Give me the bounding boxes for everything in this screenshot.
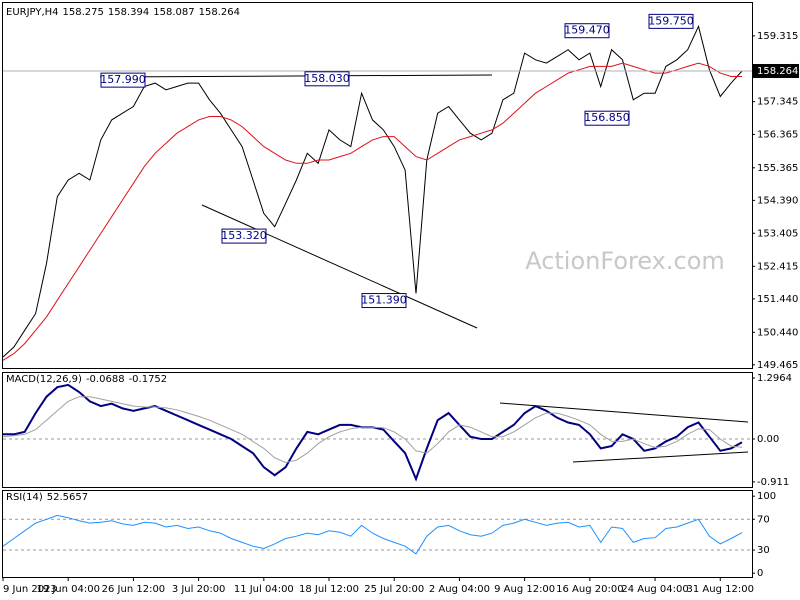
y-tick-label: 154.390 [757,195,798,206]
annotation-label: 158.030 [304,72,350,85]
annotation-label: 159.750 [648,14,694,27]
x-tick-label: 18 Jul 12:00 [299,584,359,595]
y-tick-label: 100 [757,491,776,502]
x-tick-label: 25 Jul 20:00 [364,584,424,595]
y-tick-label: 155.365 [757,163,798,174]
annotation-box [100,72,146,88]
x-tick-label: 26 Jun 12:00 [102,584,166,595]
x-tick-label: 19 Jun 04:00 [36,584,100,595]
x-tick-label: 2 Aug 04:00 [429,584,490,595]
y-tick-label: 0.00 [757,434,779,445]
y-tick-label: 0 [757,568,763,579]
annotation-box [304,71,350,87]
x-tick-label: 9 Aug 12:00 [494,584,555,595]
readout: 158.087 [153,7,194,18]
price-panel [2,2,753,369]
annotation-label: 156.850 [584,111,630,124]
readout: -0.0688 [86,374,125,385]
annotation-label: 159.470 [564,24,610,37]
series-line [2,396,743,464]
annotation-box [221,228,267,244]
readout: -0.1752 [129,374,168,385]
watermark: ActionForex.com [525,247,725,275]
trend-line [499,402,749,423]
y-tick-label: 149.465 [757,360,798,371]
title: RSI(14) [6,492,43,503]
x-tick-label: 24 Aug 04:00 [621,584,688,595]
y-tick-label: 150.440 [757,327,798,338]
y-tick-label: 156.365 [757,129,798,140]
y-tick-label: 70 [757,514,770,525]
y-tick-label: 1.2964 [757,373,792,384]
readout: 158.275 [63,7,104,18]
series-line [2,514,743,555]
panel-title: EURJPY,H4 158.275 158.394 158.087 158.264 [6,7,240,18]
annotation-box [361,293,407,309]
x-tick-label: 16 Aug 20:00 [556,584,623,595]
title: EURJPY,H4 [6,7,59,18]
annotation-label: 153.320 [221,229,267,242]
y-tick-label: 152.415 [757,261,798,272]
y-tick-label: 30 [757,545,770,556]
series-line [2,62,742,361]
series-line [3,383,743,482]
y-tick-label: 151.440 [757,294,798,305]
y-tick-label: 153.405 [757,228,798,239]
price-tag-label: 158.264 [757,66,798,77]
readout: 52.5657 [47,492,88,503]
y-tick-label: -0.911 [757,477,789,488]
annotation-box [564,23,610,39]
readout: 158.394 [108,7,149,18]
price-tag [753,63,799,78]
series-line [2,24,743,358]
x-tick-label: 31 Aug 12:00 [687,584,754,595]
y-tick-label: 157.345 [757,97,798,108]
title: MACD(12,26,9) [6,374,82,385]
x-tick-label: 9 Jun 2023 [3,584,57,595]
rsi-panel [2,490,753,578]
annotation-label: 157.990 [100,73,146,86]
y-tick-label: 159.315 [757,31,798,42]
trend-line [201,204,478,329]
annotation-box [648,13,694,29]
trend-line [99,74,493,78]
annotation-box [584,110,630,126]
readout: 158.264 [199,7,240,18]
panel-title: MACD(12,26,9) -0.0688 -0.1752 [6,374,167,385]
macd-panel [2,372,753,488]
panel-title: RSI(14) 52.5657 [6,492,88,503]
annotation-label: 151.390 [361,294,407,307]
x-tick-label: 11 Jul 04:00 [234,584,294,595]
x-tick-label: 3 Jul 20:00 [172,584,226,595]
trend-line [572,451,749,463]
